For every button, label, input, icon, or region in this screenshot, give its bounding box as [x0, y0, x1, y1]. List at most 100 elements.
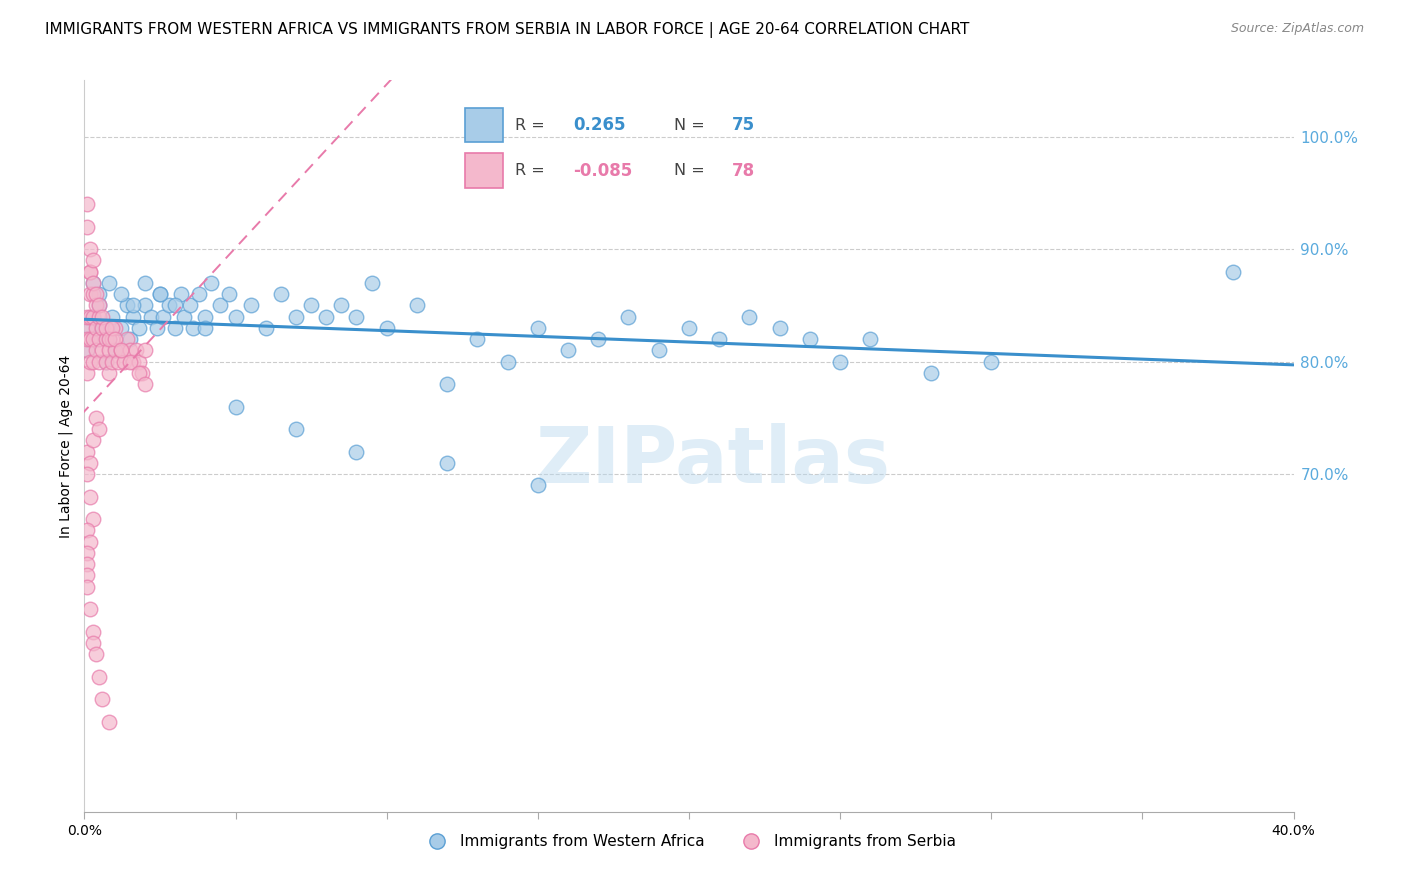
Point	[406, 298, 429, 312]
Point	[121, 298, 143, 312]
Point	[225, 400, 247, 414]
Point	[107, 354, 129, 368]
Point	[527, 321, 550, 335]
Point	[79, 242, 101, 256]
Point	[346, 444, 368, 458]
Point	[76, 219, 98, 234]
Point	[299, 298, 322, 312]
Point	[79, 490, 101, 504]
Point	[89, 298, 111, 312]
Point	[104, 343, 127, 358]
Point	[82, 434, 104, 448]
Point	[157, 298, 180, 312]
Point	[76, 197, 98, 211]
Point	[86, 647, 108, 661]
Point	[89, 310, 111, 324]
Point	[79, 264, 101, 278]
Point	[110, 321, 132, 335]
Point	[738, 310, 761, 324]
Point	[97, 332, 120, 346]
Point	[76, 557, 98, 571]
Point	[125, 343, 148, 358]
Point	[79, 354, 101, 368]
Point	[149, 287, 172, 301]
Point	[97, 343, 120, 358]
Point	[152, 310, 174, 324]
Point	[128, 321, 150, 335]
Point	[110, 287, 132, 301]
Point	[467, 332, 489, 346]
Point	[89, 298, 111, 312]
Point	[859, 332, 882, 346]
Point	[79, 332, 101, 346]
Point	[89, 422, 111, 436]
Point	[79, 534, 101, 549]
Point	[200, 276, 222, 290]
Point	[165, 298, 187, 312]
Point	[94, 321, 117, 335]
Point	[980, 354, 1002, 368]
Point	[82, 276, 104, 290]
Point	[76, 467, 98, 482]
Point	[86, 410, 108, 425]
Point	[330, 298, 353, 312]
Point	[557, 343, 579, 358]
Point	[82, 253, 104, 268]
Point	[82, 512, 104, 526]
Point	[360, 276, 382, 290]
Point	[89, 354, 111, 368]
Point	[285, 310, 308, 324]
Point	[218, 287, 240, 301]
Point	[128, 366, 150, 380]
Point	[118, 332, 141, 346]
Point	[91, 310, 114, 324]
Point	[436, 377, 458, 392]
Point	[920, 366, 942, 380]
Point	[194, 321, 217, 335]
Point	[76, 568, 98, 582]
Point	[115, 298, 138, 312]
Point	[86, 343, 108, 358]
Point	[104, 332, 127, 346]
Point	[79, 456, 101, 470]
Point	[799, 332, 821, 346]
Point	[209, 298, 232, 312]
Point	[104, 321, 127, 335]
Point	[76, 310, 98, 324]
Point	[134, 343, 156, 358]
Point	[375, 321, 398, 335]
Point	[89, 670, 111, 684]
Point	[79, 602, 101, 616]
Point	[82, 276, 104, 290]
Point	[100, 354, 122, 368]
Point	[76, 444, 98, 458]
Point	[82, 287, 104, 301]
Point	[76, 321, 98, 335]
Point	[112, 354, 135, 368]
Point	[131, 366, 153, 380]
Point	[181, 321, 204, 335]
Text: Source: ZipAtlas.com: Source: ZipAtlas.com	[1230, 22, 1364, 36]
Point	[79, 321, 101, 335]
Point	[110, 343, 132, 358]
Point	[91, 321, 114, 335]
Point	[91, 343, 114, 358]
Point	[79, 310, 101, 324]
Point	[118, 354, 141, 368]
Point	[709, 332, 731, 346]
Point	[149, 287, 172, 301]
Point	[315, 310, 337, 324]
Text: ZIPatlas: ZIPatlas	[536, 423, 890, 499]
Point	[254, 321, 277, 335]
Point	[194, 310, 217, 324]
Point	[270, 287, 292, 301]
Point	[588, 332, 610, 346]
Point	[94, 332, 117, 346]
Point	[97, 714, 120, 729]
Point	[648, 343, 671, 358]
Point	[146, 321, 169, 335]
Point	[97, 366, 120, 380]
Point	[94, 354, 117, 368]
Point	[225, 310, 247, 324]
Point	[94, 354, 117, 368]
